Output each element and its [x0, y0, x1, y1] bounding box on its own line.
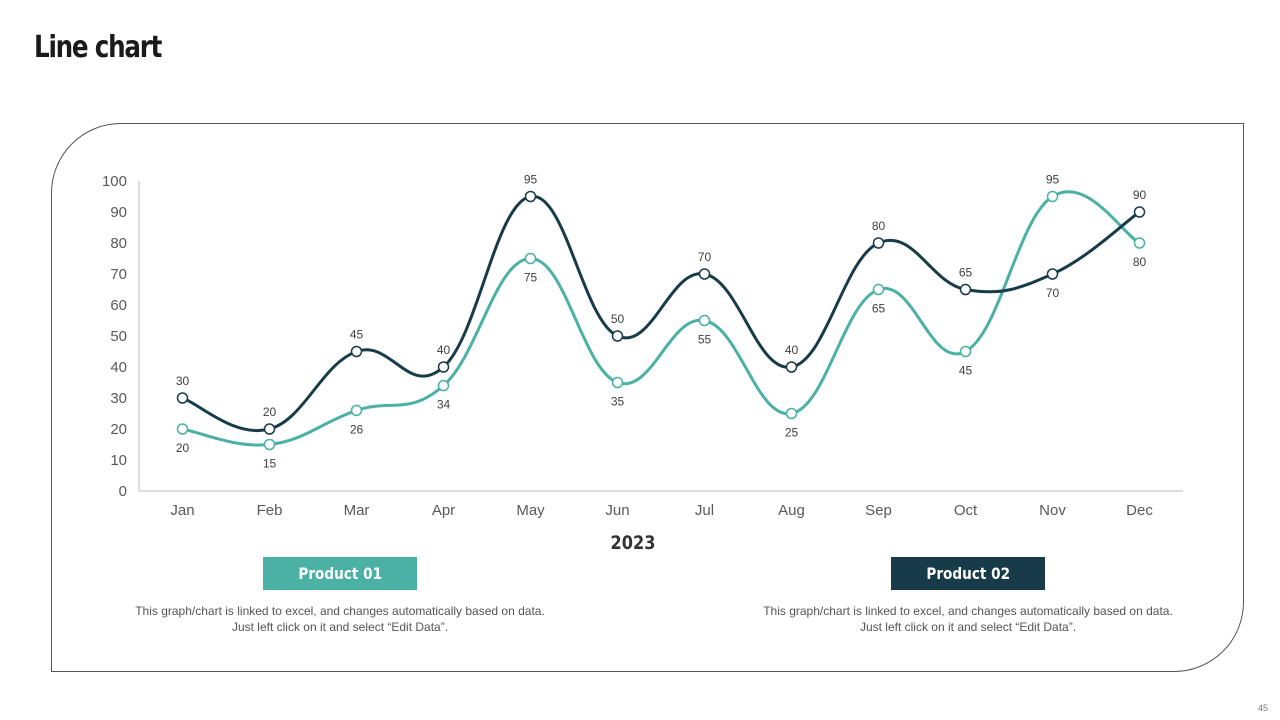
series-2-data-label: 20 [263, 405, 277, 419]
series-1-point [785, 407, 798, 420]
series-2-data-label: 90 [1133, 188, 1147, 202]
y-tick-label: 60 [110, 297, 127, 314]
series-1-point [176, 423, 189, 435]
series-2-point [176, 392, 189, 404]
series-2-data-label: 40 [437, 343, 451, 357]
y-tick-label: 0 [119, 483, 127, 500]
series-2-data-label: 70 [1046, 286, 1060, 300]
x-tick-label: Oct [954, 502, 978, 519]
series-2-data-label: 30 [176, 374, 190, 388]
x-tick-label: Jun [605, 502, 629, 519]
series-1-data-label: 25 [785, 426, 799, 440]
series-2-point [611, 330, 624, 342]
series-1-point [524, 252, 537, 265]
series-2-data-label: 80 [872, 219, 886, 233]
product-01-note: This graph/chart is linked to excel, and… [135, 604, 545, 634]
series-2-point [959, 283, 972, 296]
series-2-data-label: 65 [959, 266, 973, 280]
series-1-data-label: 75 [524, 271, 538, 285]
series-1-point [1133, 237, 1146, 249]
series-2-point [437, 361, 450, 373]
series-1-point [698, 314, 711, 327]
legend-product-02: Product 02 [891, 557, 1045, 590]
series-2-point [1133, 206, 1146, 218]
x-tick-label: May [516, 502, 545, 519]
series-1-data-label: 26 [350, 422, 364, 436]
chart-frame [51, 123, 1244, 672]
x-tick-label: Mar [344, 502, 370, 519]
series-1-point [611, 376, 624, 389]
series-2-point [350, 345, 363, 358]
series-2-data-label: 50 [611, 312, 625, 326]
series-1-point [1046, 190, 1059, 203]
y-tick-label: 80 [110, 235, 127, 252]
series-1-point [959, 345, 972, 358]
y-tick-label: 100 [102, 173, 127, 190]
series-1-data-label: 20 [176, 441, 190, 455]
x-tick-label: Apr [432, 502, 455, 519]
legend-product-02-label: Product 02 [926, 564, 1010, 583]
series-2-point [524, 190, 537, 203]
y-tick-label: 70 [110, 266, 127, 283]
legend-product-01: Product 01 [263, 557, 417, 590]
x-tick-label: Jan [170, 502, 194, 519]
series-1-data-label: 95 [1046, 173, 1060, 187]
series-1-data-label: 65 [872, 302, 886, 316]
x-tick-label: Dec [1126, 502, 1153, 519]
page-title: Line chart [34, 30, 162, 65]
series-2-data-label: 95 [524, 173, 538, 187]
series-2-point [263, 423, 276, 435]
series-2-point [785, 361, 798, 373]
series-1-data-label: 15 [263, 457, 277, 471]
series-1-point [350, 404, 363, 417]
legend-product-01-label: Product 01 [298, 564, 382, 583]
series-2-data-label: 40 [785, 343, 799, 357]
series-1-point [872, 283, 885, 296]
y-tick-label: 90 [110, 204, 127, 221]
y-tick-label: 20 [110, 421, 127, 438]
x-tick-label: Jul [695, 502, 714, 519]
series-1-data-label: 80 [1133, 255, 1147, 269]
series-2-point [872, 237, 885, 249]
x-tick-label: Feb [257, 502, 283, 519]
series-1-data-label: 34 [437, 398, 451, 412]
series-1-data-label: 35 [611, 395, 625, 409]
series-line-1 [181, 190, 1141, 447]
y-tick-label: 50 [110, 328, 127, 345]
x-axis-title: 2023 [611, 533, 656, 555]
series-line-2 [181, 194, 1141, 433]
series-1-data-label: 55 [698, 333, 712, 347]
series-2-data-label: 45 [350, 328, 364, 342]
series-2-point [1046, 268, 1059, 280]
series-1-data-label: 45 [959, 364, 973, 378]
x-tick-label: Aug [778, 502, 805, 519]
product-02-note: This graph/chart is linked to excel, and… [763, 604, 1173, 634]
y-tick-label: 10 [110, 452, 127, 469]
series-2-data-label: 70 [698, 250, 712, 264]
series-2-point [698, 268, 711, 280]
x-tick-label: Nov [1039, 502, 1066, 519]
x-tick-label: Sep [865, 502, 892, 519]
series-1-point [263, 438, 276, 451]
page-number: 45 [1257, 703, 1268, 713]
y-tick-label: 30 [110, 390, 127, 407]
series-1-point [437, 379, 450, 392]
y-tick-label: 40 [110, 359, 127, 376]
